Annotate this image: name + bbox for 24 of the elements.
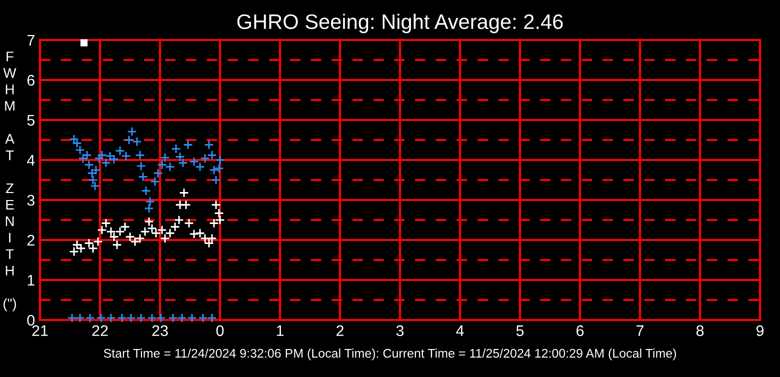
x-tick-label: 7 xyxy=(636,325,644,336)
text: Start Time = 11/24/2024 9:32:06 PM (Local Time): Current Time = 11/25/2024 12:00:29 AM (Local Time) xyxy=(104,348,676,360)
x-tick-label: 3 xyxy=(396,325,404,336)
x-tick-label: 9 xyxy=(756,325,764,336)
y-tick-label: 6 xyxy=(27,74,34,86)
y-tick-label: 0 xyxy=(27,314,35,326)
x-tick-label: 8 xyxy=(696,325,704,336)
y-tick-label: 3 xyxy=(27,194,34,206)
x-tick-label: 21 xyxy=(32,325,48,336)
chart-title: GHRO Seeing: Night Average: 2.46 xyxy=(237,14,563,34)
x-tick-label: 6 xyxy=(576,325,584,336)
x-tick-label: 5 xyxy=(516,325,524,336)
x-tick-label: 22 xyxy=(92,325,108,336)
x-tick-label: 4 xyxy=(456,325,464,336)
y-tick-label: 4 xyxy=(26,155,35,166)
y-tick-label: 5 xyxy=(27,115,34,126)
y-tick-label: 1 xyxy=(28,275,34,286)
y-tick-label: 2 xyxy=(27,234,34,246)
y-tick-label: 7 xyxy=(27,35,34,46)
x-tick-label: 0 xyxy=(216,325,224,336)
x-tick-label: 2 xyxy=(336,325,344,336)
x-tick-label: 23 xyxy=(152,325,168,336)
text: FWHM AT ZENITH (") xyxy=(3,52,16,312)
x-tick-label: 1 xyxy=(276,325,284,336)
